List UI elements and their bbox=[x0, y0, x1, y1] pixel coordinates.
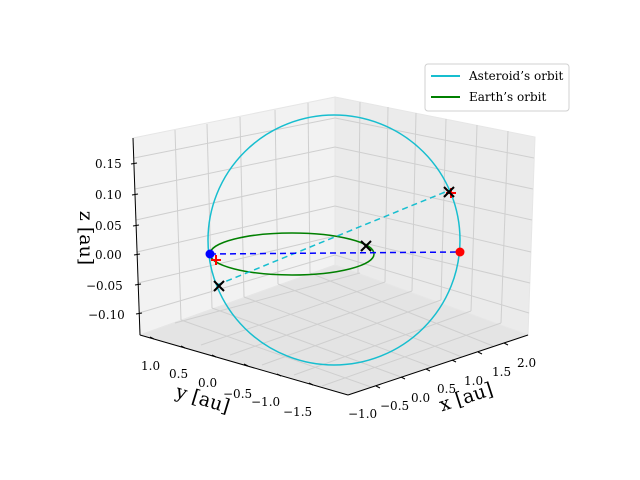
axis-spines bbox=[132, 137, 529, 396]
z-axis-ticks: 0.15 0.10 0.05 0.00 −0.05 −0.10 bbox=[86, 157, 143, 322]
x-tick-label: 0.5 bbox=[437, 382, 456, 396]
x-tick-label: 1.5 bbox=[492, 365, 511, 379]
y-tick-label: −0.5 bbox=[223, 387, 252, 401]
cross-marker-earth bbox=[360, 240, 372, 252]
y-axis-line bbox=[139, 334, 349, 396]
z-tick-label: 0.05 bbox=[95, 219, 122, 233]
red-plus-marker bbox=[211, 255, 221, 265]
z-axis-line bbox=[132, 137, 141, 336]
z-tick-label: −0.05 bbox=[86, 279, 123, 293]
x-axis-line bbox=[347, 334, 529, 396]
z-tick-label: −0.10 bbox=[88, 308, 125, 322]
z-axis-label: z [au] bbox=[75, 211, 97, 265]
earth-dashed-line bbox=[209, 251, 461, 255]
x-axis-ticks: −1.0 −0.5 0.0 0.5 1.0 1.5 2.0 bbox=[348, 342, 536, 421]
red-point-marker bbox=[455, 247, 465, 257]
y-tick-label: 0.5 bbox=[169, 367, 188, 381]
legend-box bbox=[424, 63, 570, 112]
legend-label-asteroid: Asteroid’s orbit bbox=[468, 69, 563, 83]
y-tick-label: 0.0 bbox=[198, 376, 217, 390]
z-tick-label: 0.10 bbox=[95, 188, 122, 202]
y-tick-label: 1.0 bbox=[141, 359, 160, 373]
legend: Asteroid’s orbit Earth’s orbit bbox=[424, 63, 570, 112]
asteroid-orbit-line bbox=[207, 114, 461, 366]
x-tick-label: −1.0 bbox=[348, 407, 377, 421]
grid-lines bbox=[133, 101, 535, 388]
y-tick-label: −1.5 bbox=[283, 405, 312, 419]
z-tick-label: 0.15 bbox=[95, 157, 122, 171]
y-axis-ticks: 1.0 0.5 0.0 −0.5 −1.0 −1.5 bbox=[141, 336, 314, 419]
x-tick-label: −0.5 bbox=[380, 399, 409, 413]
z-tick-label: 0.00 bbox=[95, 248, 122, 262]
x-tick-label: 2.0 bbox=[517, 356, 536, 370]
cross-marker-upper bbox=[443, 186, 455, 198]
blue-point-marker bbox=[205, 249, 215, 259]
legend-label-earth: Earth’s orbit bbox=[469, 90, 546, 104]
y-tick-label: −1.0 bbox=[251, 395, 280, 409]
x-tick-label: 0.0 bbox=[411, 391, 430, 405]
x-tick-label: 1.0 bbox=[464, 374, 483, 388]
cross-marker-lower bbox=[213, 280, 225, 292]
asteroid-dashed-line bbox=[216, 189, 451, 286]
